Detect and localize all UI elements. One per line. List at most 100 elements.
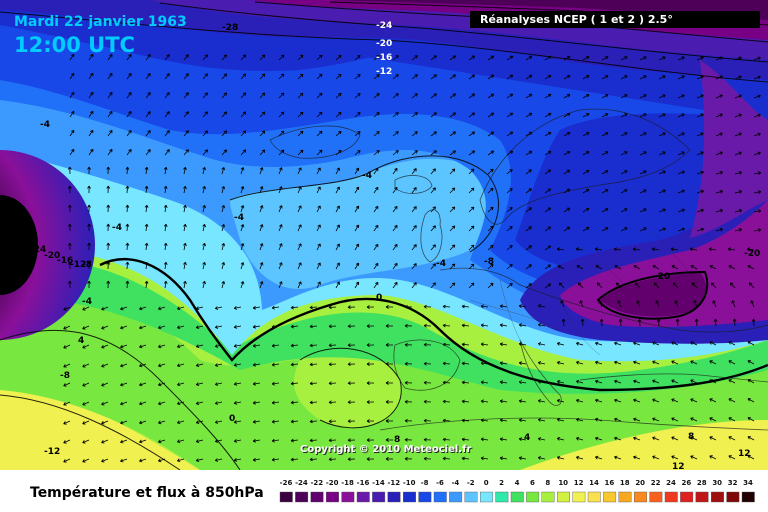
wind-arrow [677, 189, 685, 194]
scale-swatch [603, 491, 617, 503]
scale-swatch [341, 491, 355, 503]
wind-arrow [753, 75, 761, 80]
wind-arrow [614, 341, 622, 346]
wind-arrow [392, 243, 398, 251]
wind-arrow [271, 438, 280, 443]
wind-arrow [67, 185, 72, 194]
wind-arrow [598, 300, 603, 308]
wind-arrow [713, 318, 718, 327]
wind-arrow [120, 420, 128, 425]
wind-arrow [727, 247, 736, 252]
wind-arrow [125, 280, 130, 289]
scale-swatch [711, 491, 724, 503]
wind-arrow [696, 208, 704, 213]
wind-arrow [442, 437, 451, 442]
wind-arrow [411, 150, 418, 156]
wind-arrow [195, 344, 204, 348]
wind-arrow [183, 130, 189, 137]
scale-tick-label: -18 [341, 479, 354, 487]
wind-arrow [335, 281, 340, 289]
wind-arrow [144, 242, 149, 251]
wind-arrow [715, 189, 723, 194]
border-line-2 [499, 279, 521, 341]
wind-arrow [82, 363, 90, 368]
scale-swatch [526, 491, 540, 503]
wind-arrow [575, 247, 584, 252]
wind-arrow [120, 344, 128, 349]
wind-arrow [576, 398, 584, 403]
wind-arrow [506, 112, 514, 118]
wind-arrow [563, 56, 571, 61]
wind-arrow [240, 130, 247, 137]
wind-arrow [316, 205, 321, 213]
wind-arrow [106, 223, 111, 232]
wind-arrow [582, 207, 590, 213]
wind-arrow [373, 131, 380, 137]
wind-arrow [506, 245, 513, 251]
wind-arrow [177, 363, 185, 368]
temperature-color-scale: -26 -24 -22 -20 -18 -16 -14 -12 -10 -8 -6 -4 -2 0 2 4 6 8… [280, 479, 755, 503]
wind-arrow [107, 72, 113, 80]
wind-arrow [354, 131, 361, 137]
wind-arrow [480, 342, 489, 347]
wind-arrow [620, 132, 628, 137]
wind-arrow [271, 419, 280, 424]
country-borders [469, 229, 701, 356]
wind-arrow [499, 456, 508, 461]
wind-arrow [556, 456, 565, 460]
scale-swatch [587, 491, 601, 503]
wind-arrow [594, 247, 603, 252]
scale-tick-label: 22 [651, 479, 661, 487]
coastline-british-isles [420, 209, 443, 263]
wind-arrow [69, 110, 75, 118]
wind-arrow [278, 281, 283, 289]
wind-arrow [747, 436, 755, 441]
wind-arrow [582, 56, 590, 61]
scale-swatch [479, 491, 493, 503]
wind-arrow [639, 189, 647, 194]
wind-arrow [373, 205, 379, 213]
contour-label-minus4-left: -4 [82, 297, 92, 307]
wind-arrow [709, 379, 717, 384]
scale-swatch [572, 491, 586, 503]
wind-arrow [183, 54, 189, 61]
wind-arrow [101, 306, 109, 311]
wind-arrow [328, 381, 337, 386]
wind-arrow [278, 167, 283, 175]
wind-arrow [290, 324, 299, 329]
wind-arrow [335, 54, 342, 61]
wind-arrow [177, 420, 185, 425]
scale-swatch [295, 491, 309, 503]
wind-arrow [144, 261, 149, 270]
wind-arrow [690, 265, 698, 270]
wind-arrow [164, 130, 170, 137]
wind-arrow [411, 112, 418, 118]
wind-arrow [82, 382, 90, 387]
wind-arrow [430, 74, 437, 80]
wind-arrow [728, 436, 736, 441]
wind-arrow [423, 323, 432, 328]
wind-arrow [639, 151, 647, 156]
wind-arrow [214, 401, 223, 405]
wind-arrow [183, 185, 187, 194]
wind-arrow [259, 186, 264, 194]
wind-arrow [163, 223, 168, 232]
wind-arrow [278, 130, 285, 137]
wind-arrow [461, 380, 470, 385]
wind-arrow [639, 113, 647, 118]
wind-arrow [404, 361, 413, 366]
wind-arrow [576, 436, 584, 441]
wind-arrow [347, 438, 356, 443]
wind-arrow [335, 92, 342, 99]
wind-arrow [442, 418, 451, 423]
wind-arrow [347, 362, 356, 367]
wind-arrow [601, 132, 609, 137]
wind-arrow [656, 318, 661, 327]
wind-arrow [63, 401, 71, 406]
wind-arrow [558, 282, 565, 289]
wind-arrow [392, 281, 398, 289]
wind-arrow [259, 92, 266, 99]
wind-arrow [63, 458, 71, 463]
wind-arrow [582, 226, 590, 232]
contour-label-4-mediterranean: 4 [524, 433, 530, 443]
